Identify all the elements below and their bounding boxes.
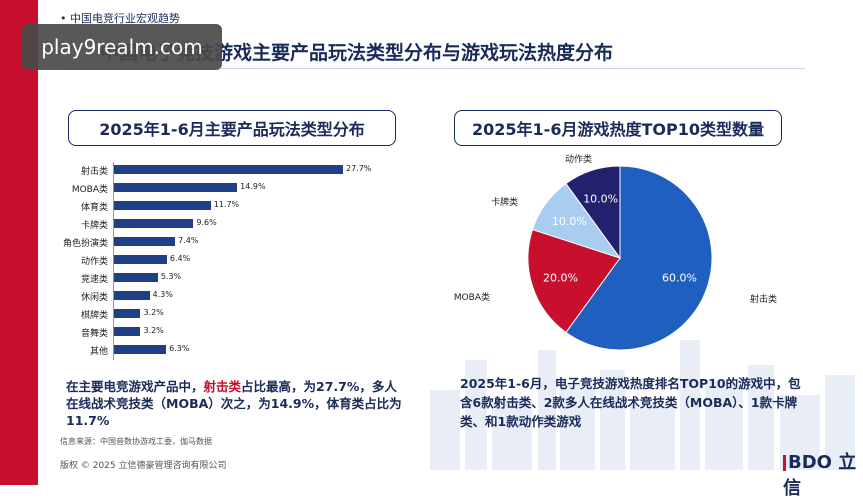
title-divider — [60, 68, 805, 69]
bar-chart-description: 在主要电竞游戏产品中，射击类占比最高，为27.7%，多人在线战术竞技类（MOBA… — [66, 378, 406, 429]
bar-category-label: 音舞类 — [80, 329, 108, 339]
bar-category-label: 其他 — [89, 347, 108, 357]
bar-category-label: 卡牌类 — [80, 221, 108, 231]
copyright-text: 版权 © 2025 立信德豪管理咨询有限公司 — [60, 461, 227, 471]
desc-text-post: 占比最高，为27.7%，多人在线战术竞技类（MOBA）次之，为14.9%，体育类… — [66, 379, 402, 428]
bar — [114, 201, 211, 210]
bar-value-label: 5.3% — [160, 272, 182, 281]
bar — [114, 183, 238, 192]
bar-value-label: 6.3% — [169, 344, 190, 353]
page-title: 中国电子竞技游戏主要产品玩法类型分布与游戏玩法热度分布 — [100, 42, 614, 64]
pie-chart-title: 2025年1-6月游戏热度TOP10类型数量 — [454, 110, 782, 146]
pie-slice — [527, 228, 621, 334]
pie-category-label: 卡牌类 — [491, 196, 518, 208]
bar-value-label: 4.3% — [152, 290, 173, 299]
bar — [114, 291, 150, 300]
pie-value-label: 60.0% — [662, 271, 697, 284]
desc-text-pre: 在主要电竞游戏产品中， — [66, 379, 204, 394]
pie-chart: 60.0% 射击类 20.0% MOBA类 10.0% 卡牌类 10.0% 动作类 — [454, 153, 777, 351]
pie-category-label: 射击类 — [750, 293, 777, 305]
bar — [114, 219, 194, 228]
desc-highlight: 射击类 — [203, 379, 242, 394]
watermark-badge: play9realm.com — [22, 24, 222, 70]
bar-value-label: 14.9% — [240, 182, 266, 191]
logo-text: BDO 立信 — [783, 452, 857, 499]
bar-category-label: MOBA类 — [71, 185, 108, 195]
bar-value-label: 3.2% — [143, 308, 164, 317]
pie-category-label: MOBA类 — [454, 291, 490, 303]
pie-value-label: 10.0% — [583, 193, 618, 206]
bar-category-label: 竞速类 — [80, 275, 108, 285]
pie-value-label: 20.0% — [543, 271, 578, 284]
bar — [114, 273, 158, 282]
bar-axis-line — [113, 162, 114, 360]
pie-slice — [565, 165, 621, 260]
bar — [114, 255, 167, 264]
bar-value-label: 6.4% — [169, 254, 191, 263]
pie-chart-description: 2025年1-6月，电子竞技游戏热度排名TOP10的游戏中，包含6款射击类、2款… — [460, 376, 801, 429]
bar-value-label: 7.4% — [178, 236, 199, 245]
bar — [114, 309, 141, 318]
source-note: 信息来源：中国音数协游戏工委，伽马数据 — [60, 437, 212, 446]
bar-value-label: 9.6% — [196, 218, 217, 227]
section-label: • 中国电竞行业宏观趋势 — [60, 12, 180, 25]
bar — [114, 345, 167, 354]
bar-value-label: 11.7% — [213, 200, 240, 209]
bar — [114, 237, 176, 246]
bar-chart-title: 2025年1-6月主要产品玩法类型分布 — [68, 110, 396, 146]
skyline-decoration — [430, 340, 855, 470]
bar — [114, 165, 343, 174]
left-accent-bar — [0, 0, 38, 485]
bar — [114, 327, 141, 336]
bar-category-label: 动作类 — [80, 257, 108, 267]
bar-category-label: 棋牌类 — [80, 311, 108, 321]
pie-value-label: 10.0% — [552, 215, 587, 228]
bar-value-label: 27.7% — [345, 164, 372, 173]
pie-category-label: 动作类 — [565, 153, 592, 165]
bar-category-label: 射击类 — [80, 167, 108, 177]
bar-category-label: 角色扮演类 — [62, 239, 108, 249]
bar-category-label: 体育类 — [80, 203, 108, 213]
bdo-logo: BDO 立信 — [783, 448, 863, 500]
pie-slice — [565, 165, 713, 351]
bar-value-label: 3.2% — [143, 326, 164, 335]
bar-category-label: 休闲类 — [80, 293, 108, 303]
